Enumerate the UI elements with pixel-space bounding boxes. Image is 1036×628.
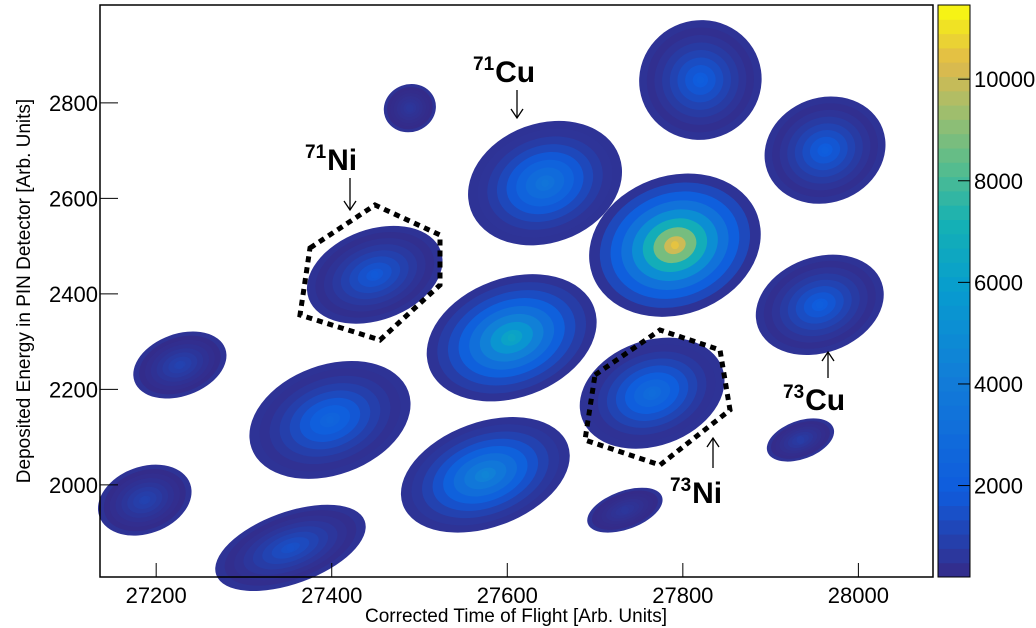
colorbar-tick-label: 8000 [974, 169, 1023, 194]
colorbar-step [938, 448, 970, 464]
blob-peak [286, 543, 295, 552]
annotation-arrowhead [706, 436, 720, 448]
blob-peak [481, 470, 490, 479]
colorbar-step [938, 33, 970, 49]
blob-peak [140, 496, 149, 505]
colorbar-step [938, 291, 970, 306]
annotation-element: Ni [692, 477, 722, 510]
colorbar-step [938, 5, 970, 20]
selection-hexagon [582, 327, 733, 468]
x-tick-label: 27200 [126, 583, 187, 608]
colorbar-step [938, 105, 970, 120]
blob-peak [815, 300, 824, 309]
colorbar-step [938, 162, 970, 178]
colorbar-step [938, 219, 970, 235]
y-axis-label: Deposited Energy in PIN Detector [Arb. U… [14, 99, 35, 483]
y-tick-label: 2000 [49, 473, 98, 498]
colorbar-step [938, 391, 970, 406]
y-tick-label: 2200 [49, 377, 98, 402]
colorbar-step [938, 19, 970, 35]
colorbar-step [938, 190, 970, 206]
colorbar-tick-label: 6000 [974, 270, 1023, 295]
colorbar-tick-label: 10000 [974, 67, 1035, 92]
colorbar-step [938, 534, 970, 549]
colorbar-step [938, 476, 970, 492]
blob-peak [796, 435, 805, 444]
colorbar-step [938, 205, 970, 220]
annotation-mass: 71 [305, 142, 327, 163]
colorbar-step [938, 548, 970, 564]
colorbar-step [938, 90, 970, 106]
colorbar-step [938, 519, 970, 535]
colorbar-step [938, 333, 970, 349]
colorbar-step [938, 133, 970, 149]
colorbar-step [938, 505, 970, 521]
colorbar-step [938, 119, 970, 135]
colorbar-step [938, 62, 970, 77]
colorbar-step [938, 76, 970, 92]
colorbar-step [938, 462, 970, 478]
colorbar-step [938, 176, 970, 192]
blob-peak [696, 75, 705, 84]
plot-frame [99, 4, 934, 578]
colorbar-step [938, 233, 970, 249]
blob-peak [405, 104, 414, 113]
y-tick-label: 2600 [49, 186, 98, 211]
annotation-mass: 73 [783, 382, 804, 403]
blob-peak [821, 146, 830, 155]
annotation-arrowhead [343, 200, 357, 212]
colorbar-step [938, 348, 970, 363]
blob-peak [648, 389, 657, 398]
colorbar-tick-label: 4000 [974, 372, 1023, 397]
annotation-mass: 73 [670, 475, 691, 496]
colorbar-step [938, 305, 970, 321]
colorbar-step [938, 319, 970, 335]
x-axis-label: Corrected Time of Flight [Arb. Units] [365, 606, 667, 627]
colorbar-step [938, 362, 970, 378]
colorbar-tick-label: 2000 [974, 474, 1023, 499]
blob-peak [507, 333, 516, 342]
colorbar-step [938, 47, 970, 63]
annotation-element: Cu [495, 56, 535, 89]
y-tick-label: 2400 [49, 282, 98, 307]
blob-peak [175, 361, 184, 370]
colorbar-step [938, 562, 970, 578]
x-tick-label: 27800 [652, 583, 713, 608]
x-tick-label: 28000 [828, 583, 889, 608]
x-tick-label: 27400 [301, 583, 362, 608]
colorbar-frame [937, 4, 971, 578]
colorbar-step [938, 248, 970, 263]
annotation-arrowhead [821, 350, 835, 362]
colorbar-step [938, 376, 970, 392]
annotation-element: Cu [805, 384, 845, 417]
colorbar-step [938, 262, 970, 278]
colorbar-step [938, 434, 970, 449]
selection-hexagon [297, 202, 443, 343]
blob-peak [541, 179, 550, 188]
x-tick-label: 27600 [477, 583, 538, 608]
colorbar-step [938, 491, 970, 506]
annotation-element: Ni [327, 144, 357, 177]
blob-peak [370, 270, 379, 279]
colorbar-step [938, 276, 970, 292]
y-tick-label: 2800 [49, 91, 98, 116]
blob-peak [620, 506, 629, 515]
annotation-mass: 71 [473, 54, 495, 75]
annotation-arrowhead [510, 108, 524, 120]
colorbar-step [938, 419, 970, 435]
blob-peak [325, 415, 334, 424]
blob-peak [670, 241, 679, 250]
colorbar-step [938, 148, 970, 163]
colorbar-step [938, 405, 970, 421]
